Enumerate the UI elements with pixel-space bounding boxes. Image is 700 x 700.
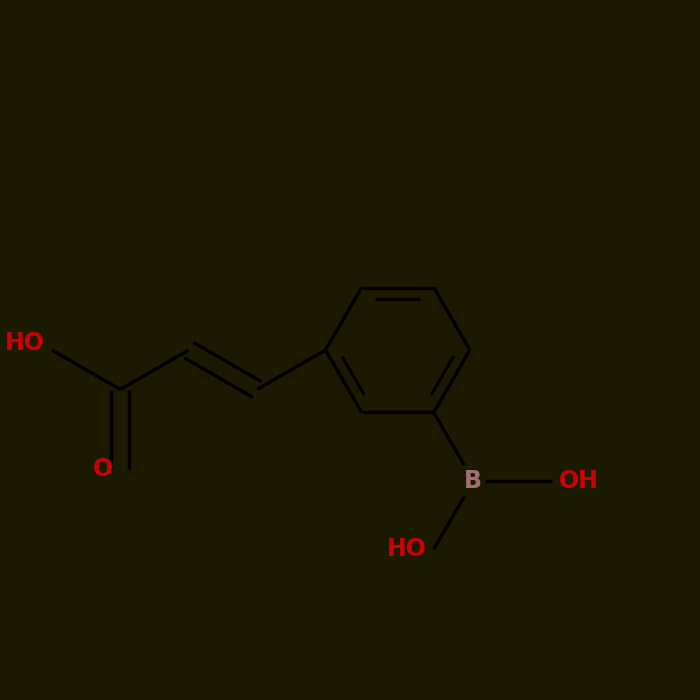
Text: HO: HO bbox=[387, 538, 427, 561]
Text: OH: OH bbox=[559, 469, 599, 493]
Text: HO: HO bbox=[5, 331, 45, 355]
Text: B: B bbox=[464, 469, 482, 493]
Text: O: O bbox=[93, 456, 113, 480]
